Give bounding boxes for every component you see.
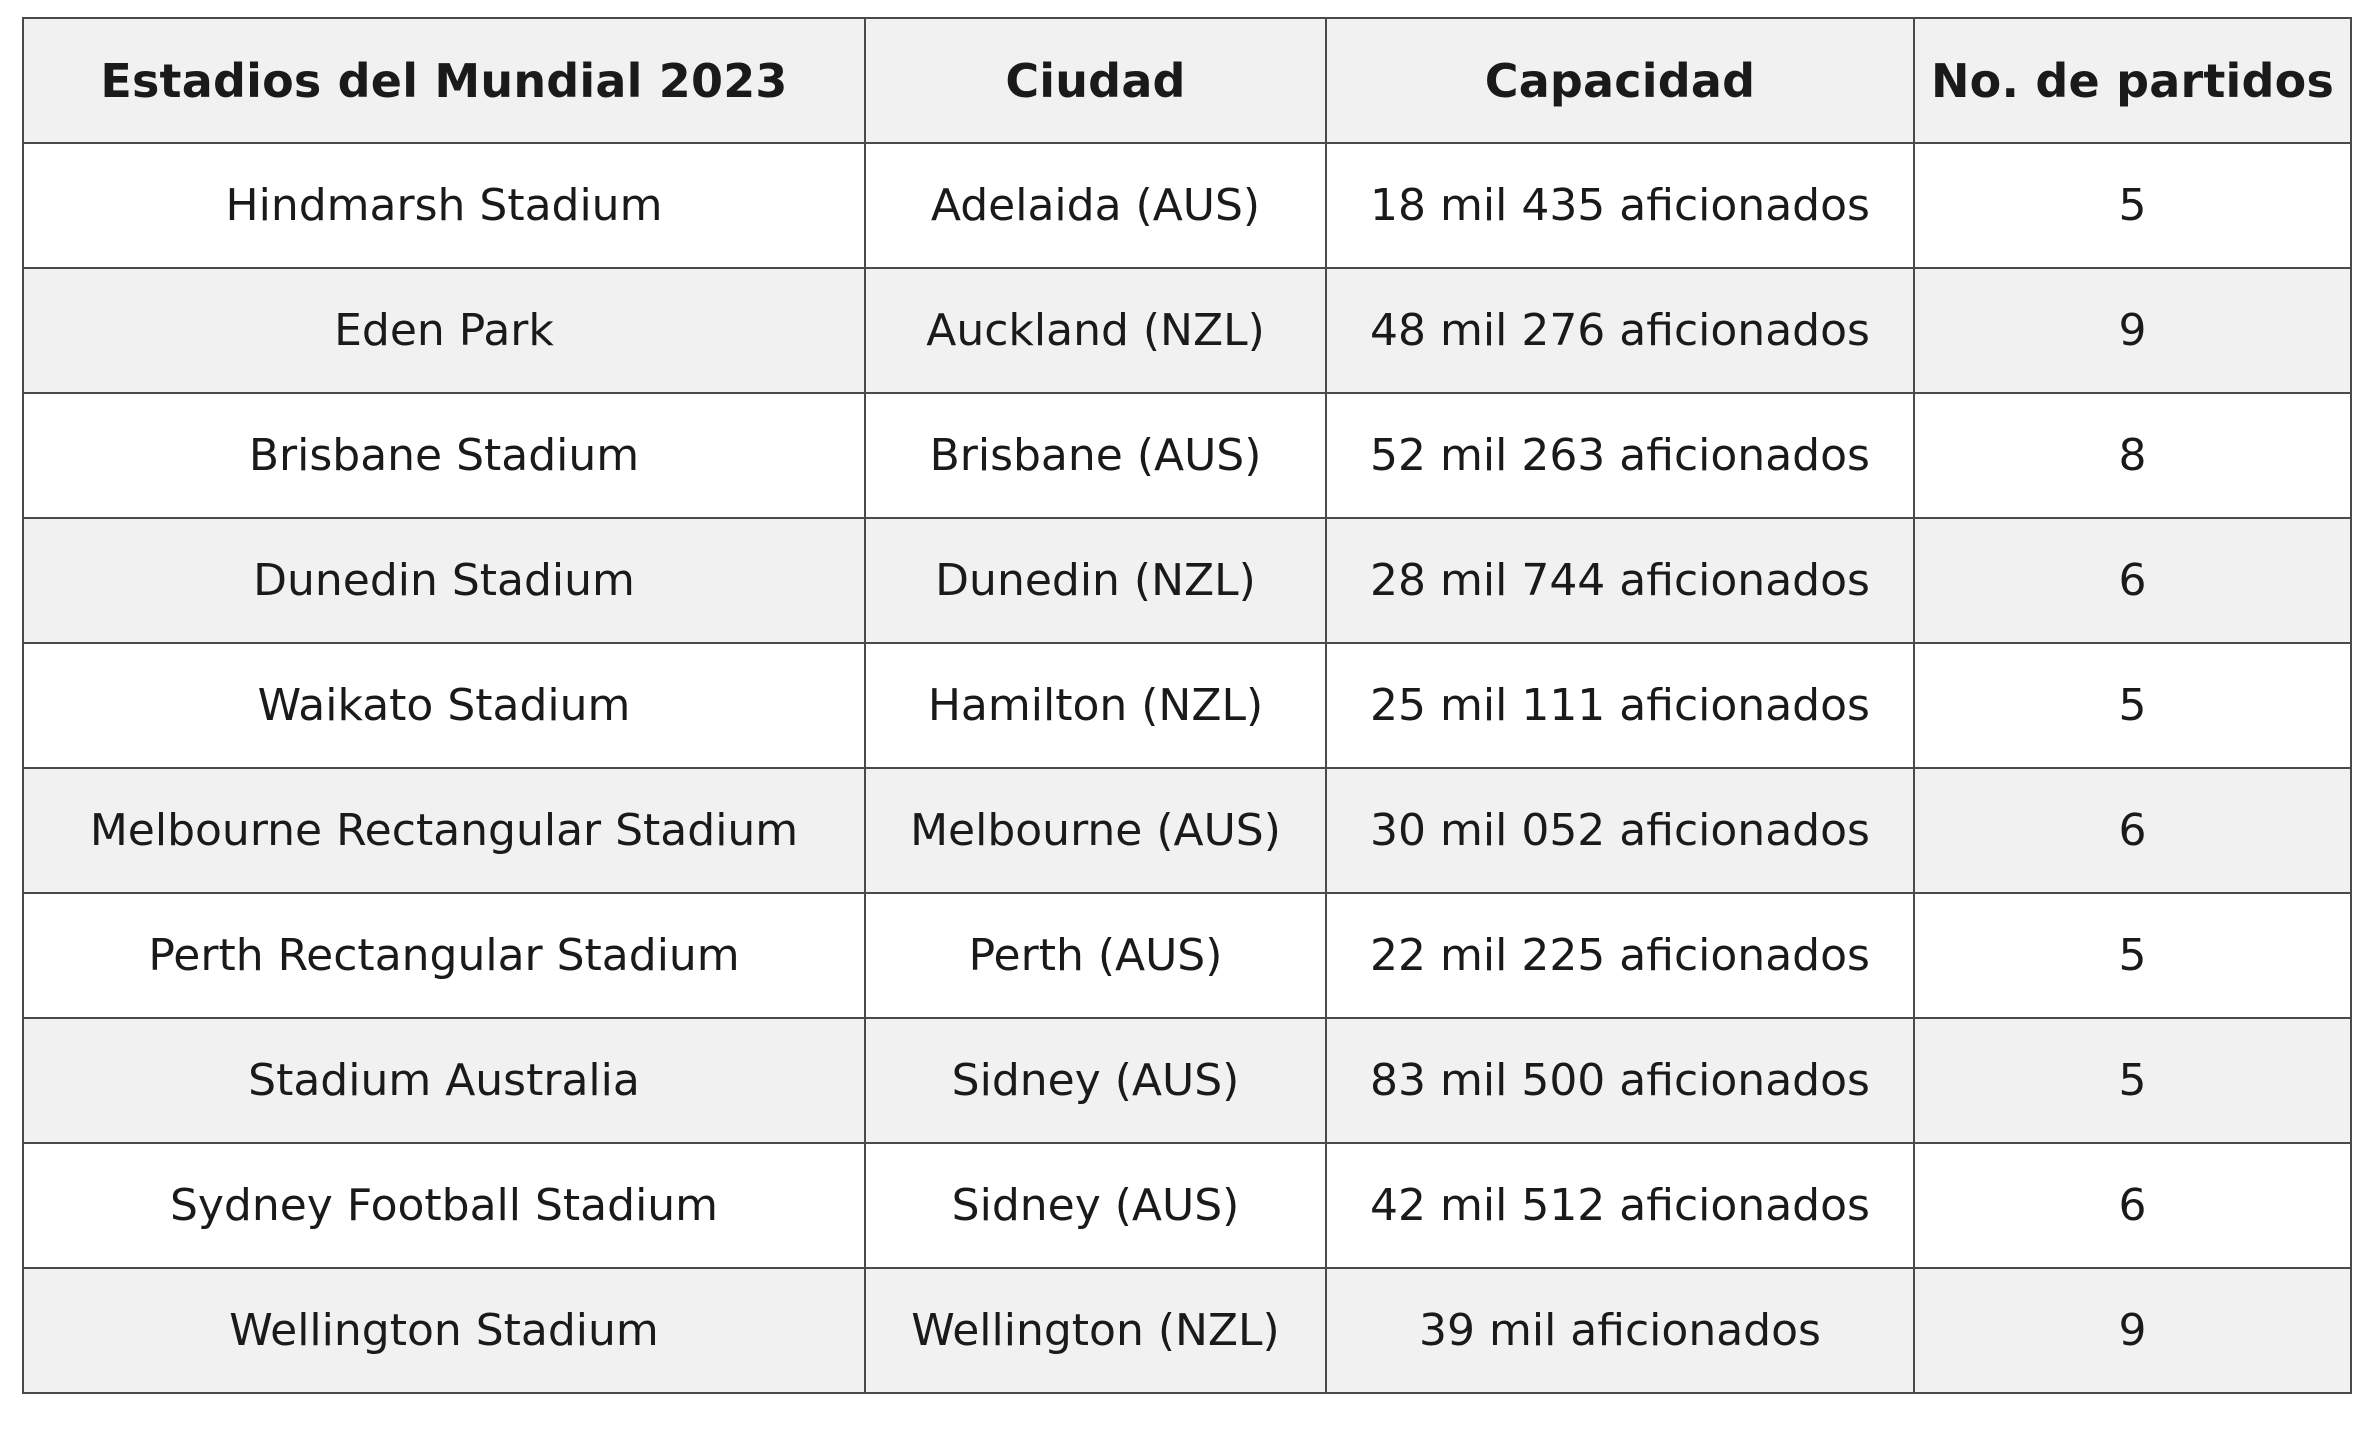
header-matches: No. de partidos: [1913, 17, 2352, 144]
cell-matches: 5: [1913, 142, 2352, 269]
cell-stadium: Waikato Stadium: [22, 642, 866, 769]
cell-stadium: Hindmarsh Stadium: [22, 142, 866, 269]
table-row: Stadium Australia Sidney (AUS) 83 mil 500 …: [22, 1017, 2352, 1144]
cell-city: Brisbane (AUS): [864, 392, 1327, 519]
cell-city: Auckland (NZL): [864, 267, 1327, 394]
cell-capacity: 28 mil 744 aficionados: [1325, 517, 1915, 644]
cell-capacity: 22 mil 225 aficionados: [1325, 892, 1915, 1019]
cell-matches: 9: [1913, 267, 2352, 394]
table-row: Eden Park Auckland (NZL) 48 mil 276 aficio…: [22, 267, 2352, 394]
cell-stadium: Sydney Football Stadium: [22, 1142, 866, 1269]
table-row: Melbourne Rectangular Stadium Melbourne (…: [22, 767, 2352, 894]
cell-city: Adelaida (AUS): [864, 142, 1327, 269]
stadiums-table: Estadios del Mundial 2023 Ciudad Capacid…: [22, 17, 2352, 1394]
cell-stadium: Melbourne Rectangular Stadium: [22, 767, 866, 894]
table-row: Sydney Football Stadium Sidney (AUS) 42 mi…: [22, 1142, 2352, 1269]
cell-matches: 6: [1913, 767, 2352, 894]
cell-capacity: 52 mil 263 aficionados: [1325, 392, 1915, 519]
cell-capacity: 18 mil 435 aficionados: [1325, 142, 1915, 269]
cell-capacity: 39 mil aficionados: [1325, 1267, 1915, 1394]
cell-capacity: 42 mil 512 aficionados: [1325, 1142, 1915, 1269]
cell-city: Wellington (NZL): [864, 1267, 1327, 1394]
cell-matches: 6: [1913, 517, 2352, 644]
header-stadium: Estadios del Mundial 2023: [22, 17, 866, 144]
cell-matches: 6: [1913, 1142, 2352, 1269]
table-row: Dunedin Stadium Dunedin (NZL) 28 mil 744 a…: [22, 517, 2352, 644]
cell-city: Sidney (AUS): [864, 1017, 1327, 1144]
cell-matches: 5: [1913, 892, 2352, 1019]
cell-stadium: Brisbane Stadium: [22, 392, 866, 519]
cell-city: Melbourne (AUS): [864, 767, 1327, 894]
cell-city: Perth (AUS): [864, 892, 1327, 1019]
cell-capacity: 30 mil 052 aficionados: [1325, 767, 1915, 894]
cell-capacity: 25 mil 111 aficionados: [1325, 642, 1915, 769]
cell-stadium: Wellington Stadium: [22, 1267, 866, 1394]
cell-city: Hamilton (NZL): [864, 642, 1327, 769]
table-header: Estadios del Mundial 2023 Ciudad Capacid…: [22, 17, 2352, 144]
cell-stadium: Dunedin Stadium: [22, 517, 866, 644]
cell-matches: 9: [1913, 1267, 2352, 1394]
table-row: Hindmarsh Stadium Adelaida (AUS) 18 mil 43…: [22, 142, 2352, 269]
cell-matches: 5: [1913, 1017, 2352, 1144]
cell-city: Dunedin (NZL): [864, 517, 1327, 644]
stadiums-table-container: Estadios del Mundial 2023 Ciudad Capacid…: [22, 17, 2352, 1394]
header-city: Ciudad: [864, 17, 1327, 144]
header-row: Estadios del Mundial 2023 Ciudad Capacid…: [22, 17, 2352, 144]
table-row: Wellington Stadium Wellington (NZL) 39 mil…: [22, 1267, 2352, 1394]
cell-capacity: 83 mil 500 aficionados: [1325, 1017, 1915, 1144]
cell-matches: 5: [1913, 642, 2352, 769]
cell-city: Sidney (AUS): [864, 1142, 1327, 1269]
table-row: Brisbane Stadium Brisbane (AUS) 52 mil 263…: [22, 392, 2352, 519]
table-body: Hindmarsh Stadium Adelaida (AUS) 18 mil 43…: [22, 142, 2352, 1394]
cell-capacity: 48 mil 276 aficionados: [1325, 267, 1915, 394]
cell-stadium: Perth Rectangular Stadium: [22, 892, 866, 1019]
cell-matches: 8: [1913, 392, 2352, 519]
cell-stadium: Eden Park: [22, 267, 866, 394]
table-row: Waikato Stadium Hamilton (NZL) 25 mil 111 …: [22, 642, 2352, 769]
table-row: Perth Rectangular Stadium Perth (AUS) 22 m…: [22, 892, 2352, 1019]
header-capacity: Capacidad: [1325, 17, 1915, 144]
cell-stadium: Stadium Australia: [22, 1017, 866, 1144]
